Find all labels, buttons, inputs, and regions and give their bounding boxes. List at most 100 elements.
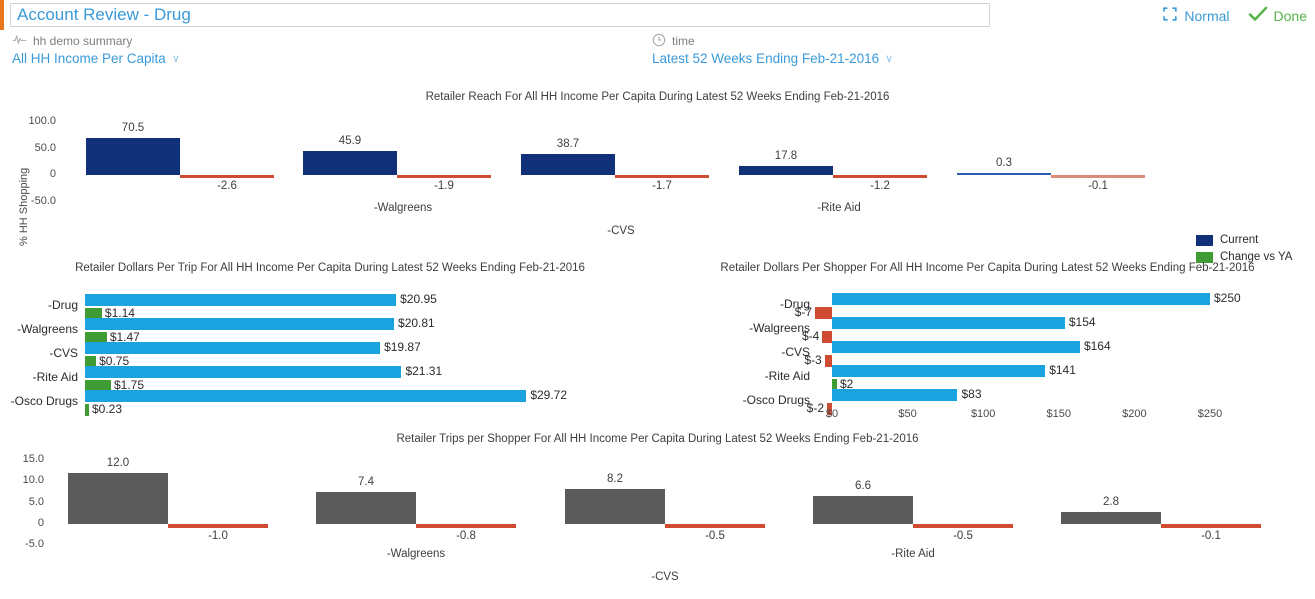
bar-value-label: 70.5 xyxy=(121,121,145,134)
bar-change-label: $0.75 xyxy=(99,354,130,368)
normal-view-button[interactable]: Normal xyxy=(1162,6,1230,25)
x-category-label: -Walgreens xyxy=(373,202,433,214)
bar-change-label: -0.8 xyxy=(456,530,476,542)
bar-change[interactable] xyxy=(180,175,274,178)
y-category-label: -Drug xyxy=(779,297,810,311)
filter-label: time xyxy=(672,34,695,48)
bar-value-label: $154 xyxy=(1068,315,1096,329)
bar-change-label: -0.5 xyxy=(705,530,725,542)
bar-value-label: $21.31 xyxy=(405,364,443,378)
bar-change-label: $-7 xyxy=(794,305,813,319)
bar-current[interactable] xyxy=(68,472,168,524)
filter-hh-demo-summary: hh demo summary All HH Income Per Capita… xyxy=(12,33,180,66)
bar-change[interactable] xyxy=(85,380,111,392)
bar-change[interactable] xyxy=(833,175,927,178)
bar-change[interactable] xyxy=(824,355,832,367)
y-tick-label: -50.0 xyxy=(30,194,56,207)
bar-change[interactable] xyxy=(85,404,89,416)
bar-change-label: -0.1 xyxy=(1088,180,1108,192)
pulse-icon xyxy=(12,33,27,49)
bar-value-label: $164 xyxy=(1083,339,1111,353)
bar-current[interactable] xyxy=(85,294,397,306)
bar-value-label: 0.3 xyxy=(996,157,1012,169)
legend-swatch xyxy=(1196,251,1213,263)
bar-current[interactable] xyxy=(832,365,1046,377)
bar-current[interactable] xyxy=(521,154,615,175)
filter-value-selector[interactable]: All HH Income Per Capita ∨ xyxy=(12,51,180,66)
bar-change-label: $2 xyxy=(840,377,854,391)
done-button[interactable]: Done xyxy=(1248,6,1307,25)
y-category-label: -CVS xyxy=(49,346,78,360)
bar-change-label: $-4 xyxy=(801,329,820,343)
header-actions: Normal Done xyxy=(1162,6,1307,25)
bar-change[interactable] xyxy=(615,175,709,178)
x-tick-label: $200 xyxy=(1122,408,1147,420)
bar-change-label: $1.47 xyxy=(109,330,140,344)
y-tick-label: 5.0 xyxy=(28,495,44,508)
y-tick-label: -5.0 xyxy=(25,538,44,551)
y-tick-label: 0 xyxy=(37,517,44,529)
bar-change[interactable] xyxy=(416,524,516,528)
bar-current[interactable] xyxy=(316,492,416,524)
bar-value-label: $20.81 xyxy=(398,316,435,330)
bar-change-label: -1.7 xyxy=(652,180,672,192)
bar-change[interactable] xyxy=(822,331,832,343)
chart-title: Retailer Reach For All HH Income Per Cap… xyxy=(425,91,890,103)
bar-current[interactable] xyxy=(832,293,1210,305)
filter-header: time xyxy=(652,33,893,49)
bar-current[interactable] xyxy=(739,165,833,175)
bar-value-label: 2.8 xyxy=(1103,496,1119,509)
bar-current[interactable] xyxy=(832,389,958,401)
dashboard-title-input[interactable] xyxy=(10,3,990,27)
filter-value: Latest 52 Weeks Ending Feb-21-2016 xyxy=(652,51,880,66)
bar-current[interactable] xyxy=(1061,512,1161,524)
bar-change-label: $-3 xyxy=(804,353,822,367)
bar-change[interactable] xyxy=(85,356,97,368)
bar-change[interactable] xyxy=(1161,524,1261,528)
bar-change[interactable] xyxy=(85,332,107,344)
bar-value-label: 8.2 xyxy=(607,473,623,485)
chevron-down-icon: ∨ xyxy=(885,53,894,65)
bar-change[interactable] xyxy=(168,524,268,529)
bar-current[interactable] xyxy=(832,317,1065,329)
y-category-label: -Walgreens xyxy=(749,321,810,335)
legend-item[interactable]: Change vs YA xyxy=(1196,251,1292,263)
legend-item[interactable]: Current xyxy=(1196,234,1292,246)
legend-label: Current xyxy=(1220,234,1259,246)
bar-change[interactable] xyxy=(665,524,765,528)
bar-current[interactable] xyxy=(85,390,527,402)
x-category-label: -CVS xyxy=(651,571,679,583)
checkmark-icon xyxy=(1248,6,1268,25)
bar-change[interactable] xyxy=(397,175,491,178)
bar-change[interactable] xyxy=(1051,175,1145,178)
y-category-label: -Rite Aid xyxy=(32,370,78,384)
filter-value: All HH Income Per Capita xyxy=(12,51,166,66)
bar-current[interactable] xyxy=(303,150,397,175)
y-tick-label: 15.0 xyxy=(22,453,44,465)
bar-value-label: $19.87 xyxy=(384,340,421,354)
bar-current[interactable] xyxy=(86,137,180,175)
y-tick-label: 100.0 xyxy=(28,115,56,127)
chart-dollars-per-shopper: Retailer Dollars Per Shopper For All HH … xyxy=(660,258,1315,426)
filter-value-selector[interactable]: Latest 52 Weeks Ending Feb-21-2016 ∨ xyxy=(652,51,893,66)
left-accent-bar xyxy=(0,0,4,30)
bar-change[interactable] xyxy=(913,524,1013,528)
bar-change[interactable] xyxy=(815,307,832,319)
bar-current[interactable] xyxy=(85,366,402,378)
bar-change[interactable] xyxy=(827,403,832,415)
bar-current[interactable] xyxy=(85,318,395,330)
bar-change[interactable] xyxy=(832,379,837,391)
bar-current[interactable] xyxy=(85,342,381,354)
bar-current[interactable] xyxy=(565,489,665,524)
y-category-label: -Rite Aid xyxy=(764,369,810,383)
bar-change[interactable] xyxy=(85,308,102,320)
bar-current[interactable] xyxy=(832,341,1080,353)
bar-value-label: 38.7 xyxy=(556,138,580,151)
bar-value-label: $29.72 xyxy=(530,388,568,402)
bar-value-label: $141 xyxy=(1049,363,1076,377)
bar-current[interactable] xyxy=(957,173,1051,175)
bar-change-label: -2.6 xyxy=(217,180,237,192)
y-category-label: -Osco Drugs xyxy=(10,394,78,408)
bar-current[interactable] xyxy=(813,495,913,524)
